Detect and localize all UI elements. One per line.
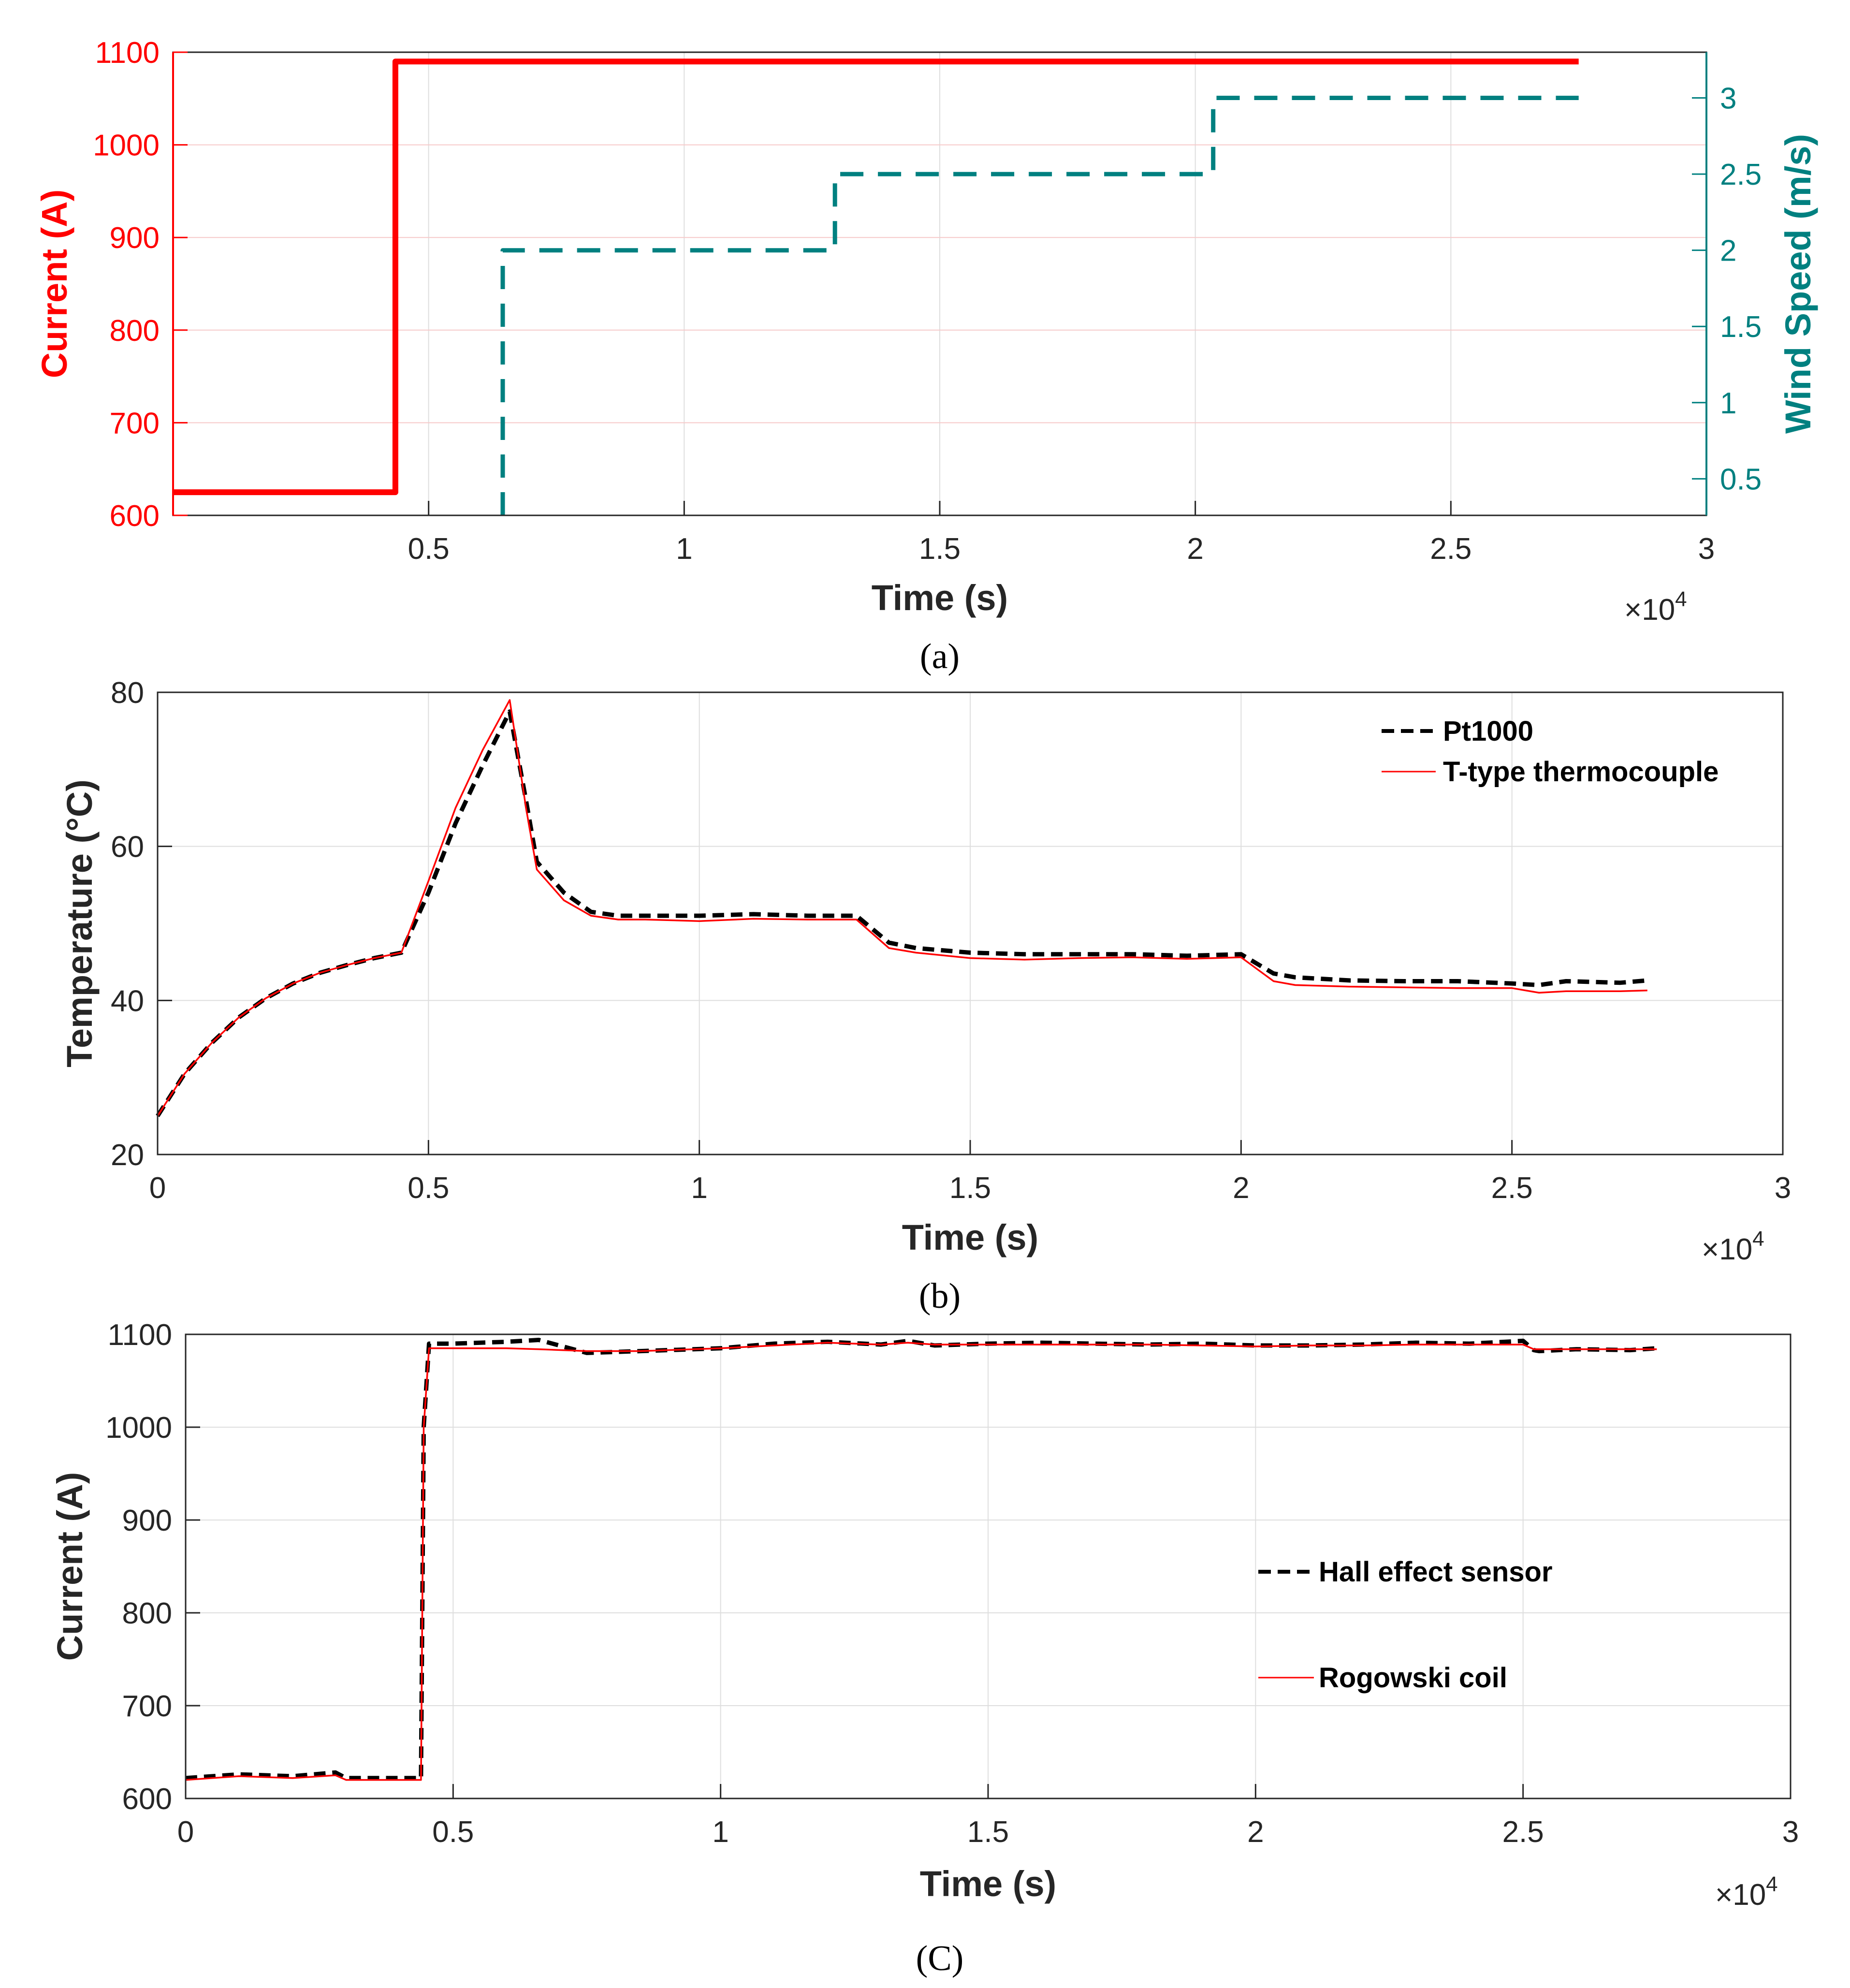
panel-a-caption: (a): [920, 637, 960, 676]
panel-b-series: [156, 699, 1648, 1117]
panel-b-x-exponent: ×104: [1702, 1227, 1764, 1266]
panel-c-series: [185, 1338, 1657, 1781]
panel-a-ylabel-right: Wind Speed (m/s): [1778, 134, 1818, 434]
x-tick-label: 2.5: [1430, 532, 1471, 566]
legend-label-rogowski: Rogowski coil: [1319, 1662, 1507, 1694]
panel-a-ylabel-left: Current (A): [34, 190, 74, 379]
x-tick-label: 1: [691, 1171, 707, 1205]
y-tick-label: 60: [111, 831, 144, 864]
panel-b-xlabel: Time (s): [902, 1217, 1038, 1257]
y-tick-label: 900: [110, 221, 160, 255]
series-line: [185, 1338, 1657, 1781]
y-right-tick-label: 1: [1720, 387, 1736, 420]
x-tick-label: 0.5: [432, 1815, 474, 1849]
panel-a-x-exponent: ×104: [1624, 587, 1687, 627]
y-tick-label: 1000: [93, 129, 160, 162]
series-line: [157, 699, 1647, 1117]
x-tick-label: 3: [1698, 532, 1715, 566]
panel-c-xlabel: Time (s): [920, 1864, 1056, 1904]
panel-b-legend: Pt1000 T-type thermocouple: [1382, 716, 1719, 788]
panel-c: 0 0.5 1 1.5 2 2.5 3 600 700 800 900 1000 1100 Hall e…: [50, 1318, 1799, 1978]
panel-a-x-exponent-base: ×10: [1624, 593, 1675, 627]
panel-a-xlabel: Time (s): [872, 578, 1008, 618]
x-tick-label: 1.5: [967, 1815, 1009, 1849]
x-tick-label: 3: [1775, 1171, 1791, 1205]
y-right-tick-label: 0.5: [1720, 463, 1762, 496]
panel-c-x-exponent-power: 4: [1766, 1872, 1777, 1896]
panel-b-x-exponent-power: 4: [1752, 1227, 1764, 1251]
panel-c-caption: (C): [916, 1939, 964, 1978]
x-tick-label: 0.5: [408, 1171, 449, 1205]
y-tick-label: 1100: [108, 1318, 172, 1352]
y-right-tick-label: 1.5: [1720, 310, 1762, 344]
legend-label-thermocouple: T-type thermocouple: [1443, 756, 1719, 788]
series-line: [173, 58, 1579, 496]
x-tick-label: 0.5: [408, 532, 450, 566]
panel-c-x-exponent: ×104: [1715, 1872, 1778, 1912]
y-tick-label: 600: [110, 499, 160, 533]
x-tick-label: 0: [149, 1171, 166, 1205]
y-tick-label: 700: [110, 407, 160, 440]
x-tick-label: 1.5: [949, 1171, 991, 1205]
y-tick-label: 1000: [105, 1411, 172, 1445]
panel-a-ticks: 0.5 1 1.5 2 2.5 3 600 700 800 900 1000 1100 0.5 1 1.5 2…: [93, 36, 1762, 566]
x-tick-label: 1.5: [919, 532, 961, 566]
panel-b-caption: (b): [919, 1276, 961, 1316]
panel-a: 0.5 1 1.5 2 2.5 3 600 700 800 900 1000 1100 0.5 1 1.5 2…: [34, 36, 1818, 676]
panel-c-ylabel: Current (A): [50, 1472, 90, 1661]
panel-a-series: [173, 58, 1579, 515]
x-tick-label: 1: [676, 532, 692, 566]
panel-b-ylabel: Temperature (°C): [59, 779, 100, 1067]
y-right-tick-label: 2.5: [1720, 158, 1762, 191]
y-right-tick-label: 2: [1720, 234, 1736, 268]
y-tick-label: 800: [122, 1597, 172, 1630]
x-tick-label: 0: [177, 1815, 194, 1849]
y-right-tick-label: 3: [1720, 82, 1736, 116]
panel-b: 0 0.5 1 1.5 2 2.5 3 20 40 60 80 Pt1000 T-type ther…: [59, 676, 1791, 1316]
x-tick-label: 1: [712, 1815, 728, 1849]
panel-c-legend: Hall effect sensor Rogowski coil: [1258, 1556, 1553, 1694]
y-tick-label: 600: [122, 1783, 172, 1816]
legend-label-pt1000: Pt1000: [1443, 716, 1533, 747]
y-tick-label: 20: [111, 1139, 144, 1172]
y-tick-label: 40: [111, 984, 144, 1018]
x-tick-label: 2.5: [1502, 1815, 1544, 1849]
legend-label-hall: Hall effect sensor: [1319, 1556, 1553, 1588]
y-tick-label: 80: [111, 676, 144, 710]
x-tick-label: 3: [1782, 1815, 1799, 1849]
y-tick-label: 900: [122, 1504, 172, 1537]
panel-c-x-exponent-base: ×10: [1715, 1878, 1766, 1912]
panel-c-ticks: 0 0.5 1 1.5 2 2.5 3 600 700 800 900 1000 1100: [105, 1318, 1799, 1849]
panel-b-ticks: 0 0.5 1 1.5 2 2.5 3 20 40 60 80: [111, 676, 1791, 1205]
x-tick-label: 2: [1247, 1815, 1264, 1849]
x-tick-label: 2: [1233, 1171, 1249, 1205]
panel-a-x-exponent-power: 4: [1675, 587, 1687, 611]
series-line: [500, 96, 1579, 515]
series-line: [185, 1342, 1657, 1781]
y-tick-label: 1100: [95, 36, 160, 70]
panel-b-x-exponent-base: ×10: [1702, 1233, 1752, 1266]
y-tick-label: 700: [122, 1690, 172, 1723]
x-tick-label: 2: [1187, 532, 1203, 566]
y-tick-label: 800: [110, 314, 160, 348]
x-tick-label: 2.5: [1491, 1171, 1533, 1205]
